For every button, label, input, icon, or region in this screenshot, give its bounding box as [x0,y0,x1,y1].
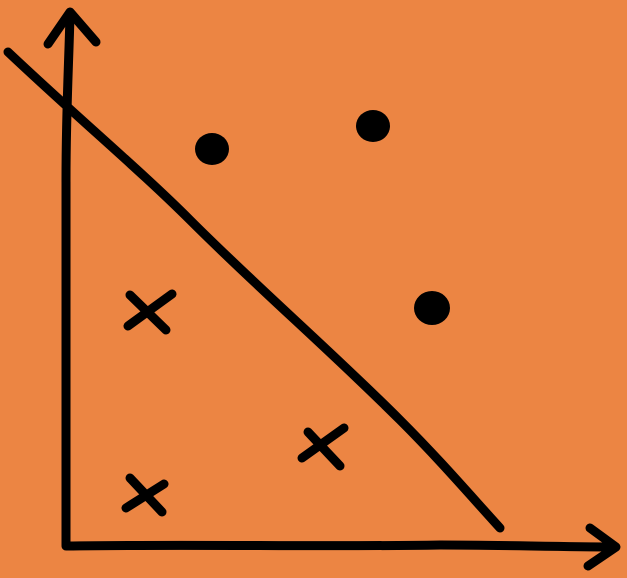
y-axis-arrowhead-icon [43,7,101,49]
dot-marker [356,110,390,142]
cross-marker [297,423,349,471]
dot-marker [195,133,229,165]
x-axis-arrowhead-icon [583,523,621,571]
x-axis-line [61,540,620,552]
decision-boundary-line [3,47,505,533]
cross-marker [121,473,169,517]
dot-marker [414,291,450,325]
cross-marker [123,289,177,335]
y-axis-line [61,9,75,550]
